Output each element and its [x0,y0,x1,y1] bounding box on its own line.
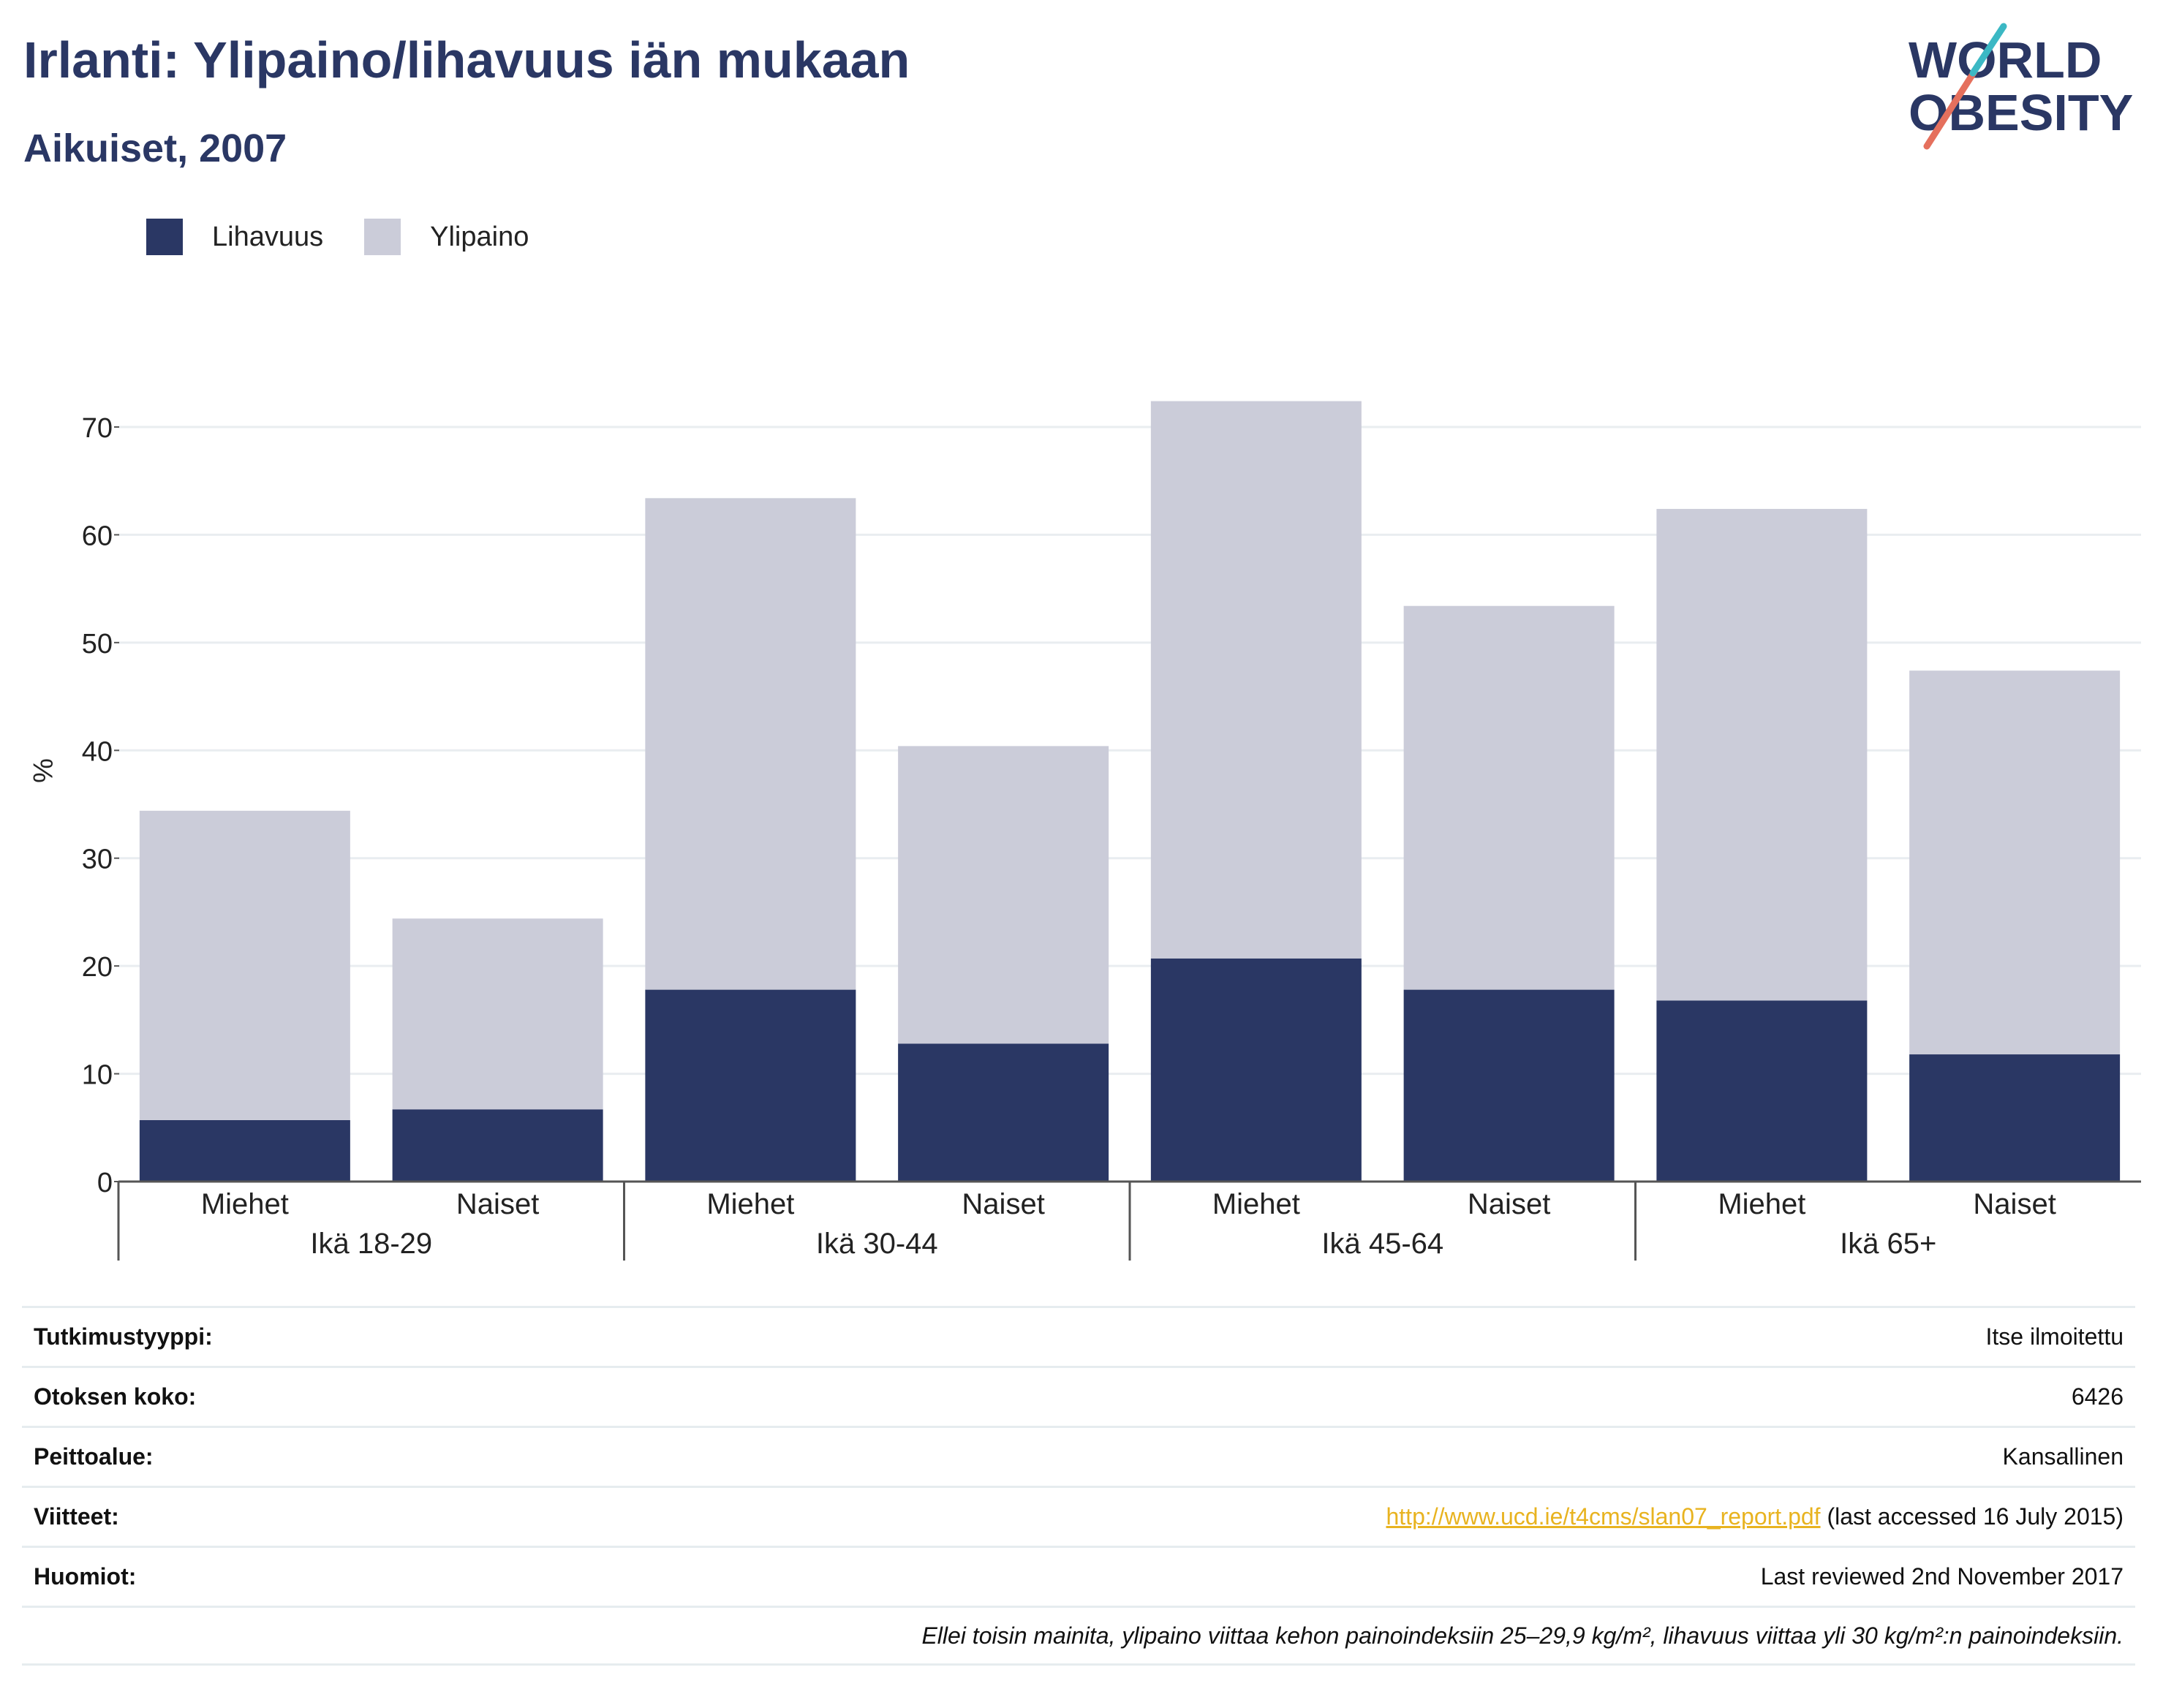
logo-slash-red [1923,68,1978,150]
meta-row-study-type: Tutkimustyyppi: Itse ilmoitettu [22,1306,2135,1366]
chart-subtitle: Aikuiset, 2007 [23,126,287,170]
bar-overweight [1150,401,1362,959]
meta-value: Itse ilmoitettu [1985,1323,2124,1350]
chart-title: Irlanti: Ylipaino/lihavuus iän mukaan [23,31,910,88]
y-tick-label: 10 [82,1060,113,1091]
bar-overweight [645,498,856,990]
meta-row-references: Viitteet: http://www.ucd.ie/t4cms/slan07… [22,1486,2135,1546]
meta-row-coverage: Peittoalue: Kansallinen [22,1426,2135,1486]
meta-row-footnote: Ellei toisin mainita, ylipaino viittaa k… [22,1606,2135,1666]
x-tick-label: Miehet [706,1188,794,1220]
bar-obesity [1656,1000,1868,1182]
legend-swatch-obesity [146,219,183,255]
legend-label-obesity: Lihavuus [212,221,324,252]
meta-key: Otoksen koko: [34,1383,197,1410]
meta-value: 6426 [2071,1383,2124,1410]
x-group-label: Ikä 30-44 [816,1228,938,1260]
bar-overweight [1403,605,1615,990]
legend-item-obesity[interactable]: Lihavuus [146,219,323,255]
meta-key: Huomiot: [34,1563,137,1590]
x-group-label: Ikä 45-64 [1321,1228,1443,1260]
y-tick-label: 20 [82,952,113,983]
logo-line1: WORLD [1909,31,2102,88]
legend-swatch-overweight [364,219,401,255]
bar-obesity [1909,1054,2121,1182]
bar-obesity [1403,989,1615,1182]
meta-value: Last reviewed 2nd November 2017 [1760,1563,2124,1590]
bar-obesity [898,1043,1109,1182]
y-tick-label: 70 [82,413,113,444]
y-tick-label: 0 [97,1168,113,1198]
x-group-label: Ikä 65+ [1840,1228,1936,1260]
bar-obesity [1150,958,1362,1182]
footnote: Ellei toisin mainita, ylipaino viittaa k… [921,1622,2124,1649]
x-tick-label: Miehet [1212,1188,1300,1220]
meta-key: Viitteet: [34,1503,119,1530]
legend: Lihavuus Ylipaino [146,216,570,257]
y-tick-label: 60 [82,521,113,551]
x-tick-label: Naiset [456,1188,539,1220]
x-tick-label: Naiset [962,1188,1044,1220]
x-tick-label: Miehet [1718,1188,1805,1220]
bar-overweight [898,746,1109,1044]
y-tick-label: 50 [82,629,113,660]
bar-obesity [392,1109,603,1182]
reference-accessed: (last accessed 16 July 2015) [1820,1503,2124,1530]
y-tick-label: 30 [82,844,113,875]
x-tick-label: Naiset [1973,1188,2056,1220]
meta-row-sample-size: Otoksen koko: 6426 [22,1366,2135,1426]
y-tick-label: 40 [82,736,113,767]
bar-obesity [645,989,856,1182]
reference-link[interactable]: http://www.ucd.ie/t4cms/slan07_report.pd… [1386,1503,1821,1530]
x-tick-label: Naiset [1468,1188,1550,1220]
meta-value: http://www.ucd.ie/t4cms/slan07_report.pd… [1386,1503,2124,1530]
legend-item-overweight[interactable]: Ylipaino [364,219,529,255]
bar-overweight [1656,509,1868,1001]
x-group-label: Ikä 18-29 [310,1228,432,1260]
bar-overweight [1909,670,2121,1055]
logo-slash-teal [1969,23,2007,77]
x-tick-label: Miehet [201,1188,289,1220]
bar-overweight [139,810,350,1120]
world-obesity-logo: WORLD OBESITY [1909,23,2133,150]
stacked-bar-chart: 0 10 20 30 40 50 60 70 Miehet Naiset Miehet Naiset M… [82,401,2141,1261]
meta-value: Kansallinen [2002,1443,2124,1470]
meta-row-notes: Huomiot: Last reviewed 2nd November 2017 [22,1546,2135,1606]
meta-key: Peittoalue: [34,1443,154,1470]
legend-label-overweight: Ylipaino [430,221,529,252]
meta-key: Tutkimustyyppi: [34,1323,213,1350]
metadata-table: Tutkimustyyppi: Itse ilmoitettu Otoksen … [22,1306,2135,1666]
bar-obesity [139,1119,350,1182]
bar-overweight [392,918,603,1110]
